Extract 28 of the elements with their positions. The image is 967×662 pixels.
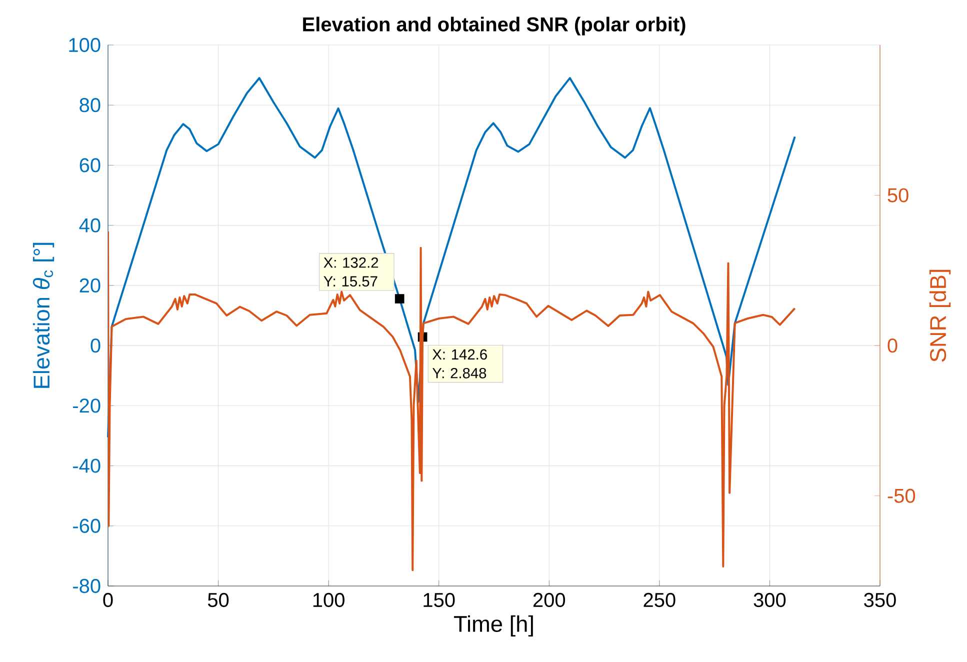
line-series (108, 230, 796, 572)
y-tick-label: -20 (73, 398, 100, 413)
y2-tick-label: 0 (888, 338, 898, 353)
y-tick-label: -60 (73, 518, 100, 533)
chart-title: Elevation and obtained SNR (polar orbit) (303, 16, 686, 36)
y-tick-label: 0 (90, 338, 100, 353)
y-tick-label: 80 (80, 98, 100, 112)
y2-tick-label: 50 (888, 188, 908, 202)
y-tick-label: 60 (80, 158, 100, 172)
x-tick-label: 350 (864, 592, 896, 608)
x-tick-label: 200 (533, 592, 566, 608)
x-axis-title: Time [h] (454, 615, 533, 636)
x-tick-label: 300 (754, 592, 786, 608)
x-tick-label: 50 (208, 592, 229, 608)
y-tick-label: -40 (73, 458, 100, 473)
y-tick-label: 20 (80, 278, 100, 293)
y-tick-label: 40 (79, 218, 100, 232)
y-tick-label: -80 (73, 578, 100, 594)
x-tick-label: 150 (424, 592, 455, 608)
annotation: X: 132.2 Y: 15.57 (324, 257, 378, 286)
x-tick-label: 100 (313, 592, 344, 608)
x-tick-label: 250 (644, 592, 676, 608)
y2-axis-title: SNR [dB] (929, 270, 951, 362)
y-tick-label: 100 (69, 38, 100, 52)
annotation: X: 142.6 Y: 2.848 (432, 349, 487, 378)
x-tick-label: 0 (103, 592, 113, 608)
y-axis-title: Elevation θ$_{c}$ [°] (32, 242, 54, 388)
y2-tick-label: -50 (888, 488, 916, 503)
